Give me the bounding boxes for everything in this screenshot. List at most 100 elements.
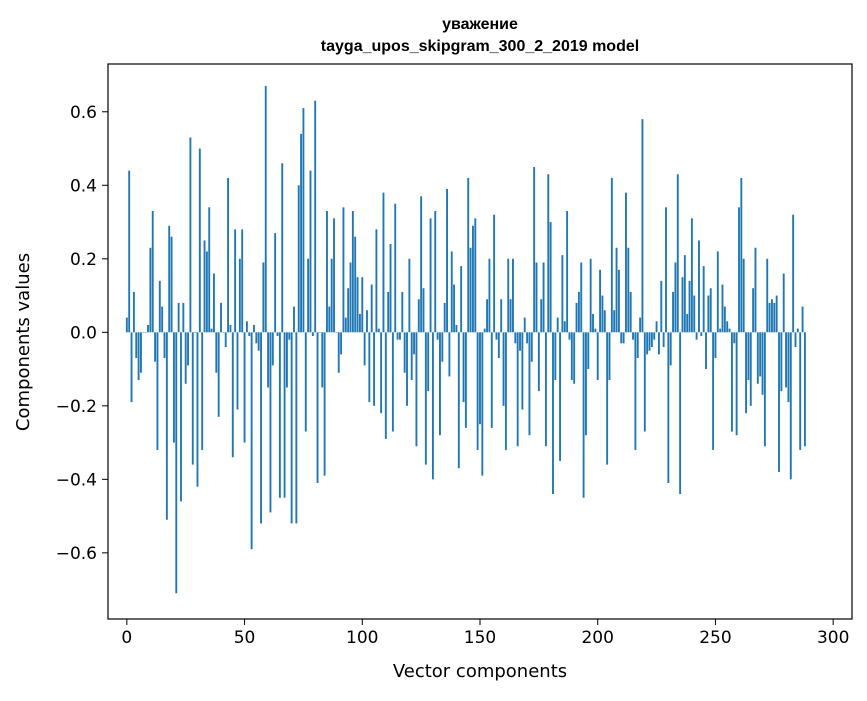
bar: [387, 291, 390, 333]
bar: [580, 262, 583, 333]
bar: [761, 332, 764, 395]
bar: [721, 284, 724, 333]
bar: [610, 177, 613, 333]
bar: [135, 332, 138, 359]
bar: [125, 317, 128, 333]
bar: [573, 332, 576, 384]
bar: [340, 332, 343, 355]
bar: [643, 332, 646, 432]
bar: [220, 302, 222, 333]
bar: [606, 332, 609, 465]
bar: [391, 332, 394, 432]
bar: [424, 332, 427, 465]
x-tick-label: 150: [464, 628, 496, 648]
bar: [646, 332, 649, 355]
bar: [408, 258, 411, 333]
bar: [328, 306, 331, 333]
bar: [650, 332, 653, 348]
bar: [137, 332, 140, 381]
bar: [766, 258, 769, 333]
y-tick-label: −0.4: [56, 470, 97, 490]
bar: [526, 332, 529, 344]
bar: [469, 247, 472, 333]
bar: [601, 295, 604, 333]
bar: [754, 247, 757, 333]
bar: [144, 332, 147, 333]
bar: [172, 332, 175, 443]
bar: [151, 211, 154, 333]
bar: [483, 328, 486, 333]
bar: [177, 302, 180, 333]
bar: [474, 218, 477, 333]
bar: [608, 332, 611, 381]
bar: [203, 240, 206, 333]
bar: [592, 313, 594, 333]
bar: [415, 332, 418, 447]
bar: [234, 229, 237, 333]
bar: [523, 317, 526, 333]
bar: [519, 332, 521, 351]
bar: [453, 284, 456, 333]
x-tick-label: 250: [699, 628, 731, 648]
bar: [189, 137, 192, 333]
bar: [262, 262, 265, 333]
bar: [648, 332, 651, 351]
bar: [575, 302, 578, 333]
bar: [740, 177, 743, 333]
bar: [559, 332, 561, 461]
bar: [142, 332, 145, 333]
bar: [700, 332, 703, 336]
bar: [641, 119, 644, 333]
bar: [667, 332, 670, 484]
bar: [373, 332, 375, 406]
bar: [356, 277, 359, 333]
bar: [154, 332, 157, 362]
bar: [688, 280, 691, 333]
bar: [705, 332, 707, 370]
bar: [238, 258, 241, 333]
bar: [726, 321, 729, 333]
bar: [333, 218, 335, 333]
bar: [450, 251, 453, 333]
y-tick-label: 0.6: [70, 103, 97, 123]
bar: [686, 313, 689, 333]
bar: [792, 214, 795, 333]
bar: [213, 273, 215, 333]
bar: [655, 321, 658, 333]
bar: [205, 251, 208, 333]
bar: [507, 258, 510, 333]
bar: [504, 332, 507, 450]
bar: [165, 332, 168, 520]
bar: [462, 332, 465, 403]
bar: [361, 277, 364, 333]
bar: [719, 328, 722, 333]
bar: [130, 332, 133, 403]
bar: [281, 163, 284, 333]
bar: [738, 207, 740, 333]
bar: [594, 328, 597, 333]
bar: [759, 332, 762, 377]
bar: [196, 332, 199, 487]
x-tick-label: 200: [581, 628, 613, 648]
bar: [745, 332, 747, 414]
bar: [752, 288, 755, 333]
bar: [537, 332, 540, 392]
bar: [563, 321, 566, 333]
bar: [300, 133, 302, 333]
bar: [493, 214, 496, 333]
plot-frame: [107, 63, 853, 620]
bar: [427, 332, 430, 392]
bar: [283, 332, 286, 498]
bar: [620, 332, 623, 344]
bar: [163, 332, 166, 359]
bar: [712, 332, 715, 450]
bar: [775, 295, 778, 333]
bar: [318, 332, 321, 333]
bar: [676, 174, 679, 333]
bar: [709, 288, 712, 333]
bar: [269, 332, 272, 513]
bar: [337, 332, 340, 373]
bar: [274, 233, 277, 333]
